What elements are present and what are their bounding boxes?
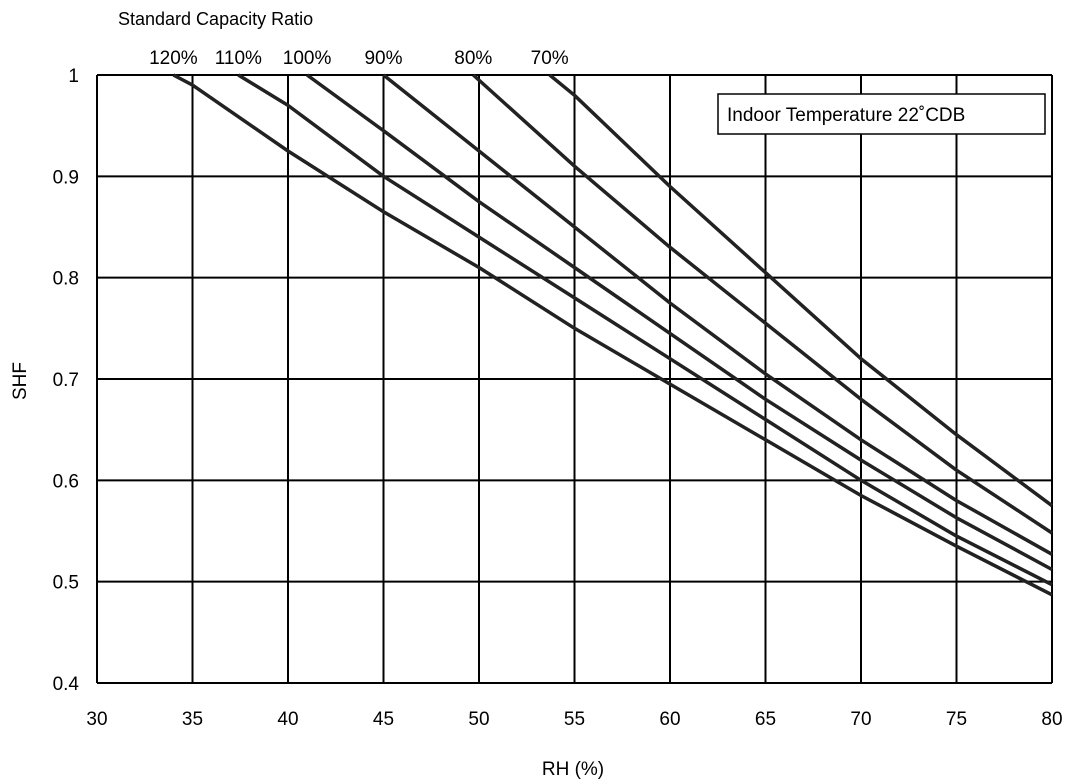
x-tick-label: 30 [86, 709, 107, 730]
y-tick-label: 0.6 [53, 471, 79, 492]
x-tick-label: 70 [850, 709, 871, 730]
y-axis-label: SHF [10, 362, 31, 400]
capacity-ratio-label: 110% [215, 48, 262, 69]
y-tick-label: 1 [68, 66, 79, 87]
x-tick-labels: 30 35 40 45 50 55 60 65 70 75 80 [86, 709, 1062, 730]
x-tick-label: 50 [468, 709, 489, 730]
x-tick-label: 55 [564, 709, 585, 730]
capacity-ratio-label: 90% [364, 48, 402, 69]
x-tick-label: 45 [373, 709, 394, 730]
capacity-ratio-labels: 120% 110% 100% 90% 80% 70% [149, 48, 569, 69]
x-tick-label: 65 [755, 709, 776, 730]
x-axis-label: RH (%) [542, 759, 604, 780]
y-tick-label: 0.9 [53, 167, 79, 188]
annotation-box [717, 93, 1046, 135]
series-line [382, 73, 1053, 556]
y-tick-label: 0.7 [53, 370, 79, 391]
capacity-ratio-label: 80% [454, 48, 492, 69]
indoor-temperature-note: Indoor Temperature 22˚CDB [727, 105, 965, 126]
y-tick-label: 0.5 [53, 573, 79, 594]
x-tick-label: 35 [182, 709, 203, 730]
x-tick-label: 60 [659, 709, 680, 730]
series-line [172, 73, 1053, 597]
capacity-ratio-label: 70% [531, 48, 569, 69]
x-tick-label: 75 [946, 709, 967, 730]
y-tick-label: 0.8 [53, 269, 79, 290]
series-line [306, 73, 1053, 572]
series-line [472, 73, 1053, 535]
x-tick-label: 40 [277, 709, 298, 730]
series-line [237, 73, 1053, 587]
series-lines [172, 73, 1054, 597]
x-tick-label: 80 [1041, 709, 1062, 730]
y-tick-label: 0.4 [53, 674, 80, 695]
capacity-ratio-label: 120% [149, 48, 198, 69]
series-line [548, 73, 1054, 508]
y-tick-labels: 0.4 0.5 0.6 0.7 0.8 0.9 1 [53, 66, 80, 695]
capacity-ratio-label: 100% [283, 48, 332, 69]
chart-top-title: Standard Capacity Ratio [118, 9, 313, 29]
